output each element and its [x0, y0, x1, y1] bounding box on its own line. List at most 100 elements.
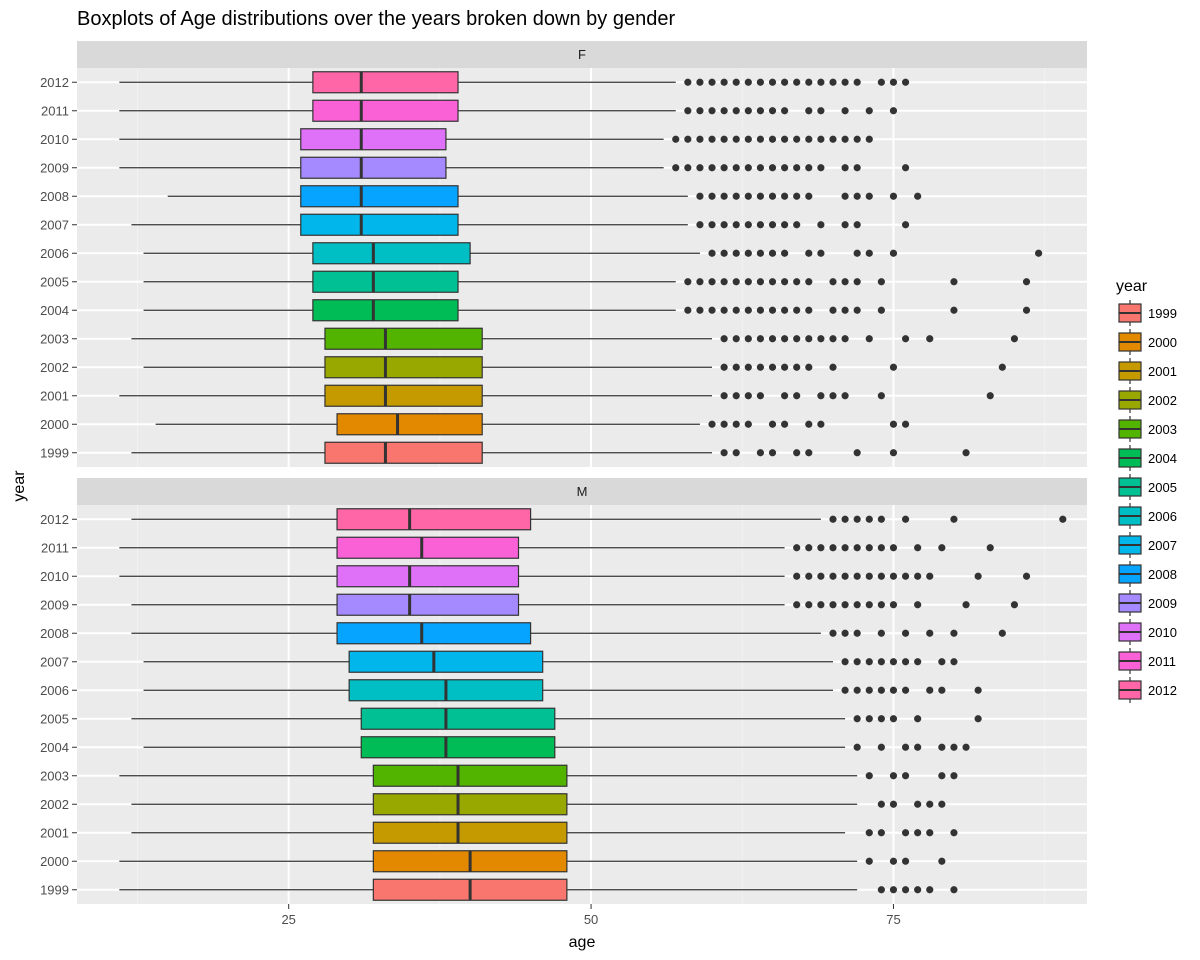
box-iqr — [336, 565, 520, 588]
outlier-point — [853, 601, 861, 609]
outlier-point — [732, 78, 740, 86]
outlier-point — [817, 392, 825, 400]
outlier-point — [901, 886, 910, 894]
outlier-point — [708, 107, 716, 115]
outlier-point — [817, 135, 825, 143]
outlier-point — [732, 249, 740, 257]
outlier-point — [781, 135, 789, 143]
outlier-point — [865, 857, 873, 865]
outlier-point — [877, 686, 885, 694]
legend-item-2012: 2012 — [1118, 677, 1177, 703]
y-tick-label: 2012 — [40, 512, 69, 527]
box-iqr — [312, 242, 471, 265]
y-tick-label: 2003 — [40, 331, 69, 346]
outlier-point — [841, 515, 849, 523]
outlier-point — [805, 164, 813, 172]
outlier-point — [708, 221, 716, 229]
outlier-point — [781, 78, 789, 86]
outlier-point — [744, 363, 752, 371]
outlier-point — [768, 107, 777, 115]
outlier-point — [865, 249, 873, 257]
outlier-point — [853, 135, 861, 143]
outlier-point — [841, 658, 849, 666]
outlier-point — [877, 658, 885, 666]
outlier-point — [962, 743, 970, 751]
outlier-point — [962, 601, 970, 609]
outlier-point — [732, 363, 740, 371]
outlier-point — [708, 306, 716, 314]
outlier-point — [696, 164, 704, 172]
outlier-point — [853, 629, 861, 637]
legend-label: 2010 — [1148, 625, 1177, 640]
outlier-point — [756, 107, 765, 115]
outlier-point — [829, 392, 837, 400]
outlier-point — [865, 829, 873, 837]
legend-item-2000: 2000 — [1118, 329, 1177, 355]
outlier-point — [793, 78, 801, 86]
outlier-point — [1059, 515, 1067, 523]
outlier-point — [914, 715, 922, 723]
outlier-point — [877, 800, 885, 808]
outlier-point — [756, 449, 765, 457]
outlier-point — [817, 221, 825, 229]
box-iqr — [360, 707, 556, 730]
outlier-point — [744, 78, 752, 86]
box-m-2006 — [143, 679, 982, 702]
x-axis-ticks: 25 50 75 — [281, 904, 901, 927]
outlier-point — [950, 772, 958, 780]
outlier-point — [708, 78, 716, 86]
y-tick-label: 2000 — [40, 417, 69, 432]
outlier-point — [732, 420, 740, 428]
y-tick-label: 2002 — [40, 360, 69, 375]
box-f-2001 — [119, 384, 994, 407]
box-m-2000 — [119, 850, 946, 873]
y-tick-label: 2010 — [40, 569, 69, 584]
outlier-point — [732, 192, 740, 200]
outlier-point — [841, 306, 849, 314]
outlier-point — [974, 686, 982, 694]
outlier-point — [708, 135, 716, 143]
legend-label: 2006 — [1148, 509, 1177, 524]
box-m-2011 — [119, 536, 994, 559]
outlier-point — [684, 135, 692, 143]
outlier-point — [841, 335, 849, 343]
outlier-point — [793, 335, 801, 343]
outlier-point — [901, 420, 910, 428]
box-f-2007 — [131, 213, 910, 236]
outlier-point — [877, 515, 885, 523]
outlier-point — [841, 135, 849, 143]
outlier-point — [781, 335, 789, 343]
box-iqr — [336, 593, 520, 616]
outlier-point — [950, 658, 958, 666]
outlier-point — [926, 800, 934, 808]
outlier-point — [865, 601, 873, 609]
outlier-point — [781, 221, 789, 229]
outlier-point — [768, 449, 777, 457]
y-tick-label: 2006 — [40, 246, 69, 261]
outlier-point — [732, 335, 740, 343]
outlier-point — [950, 829, 958, 837]
outlier-point — [829, 78, 837, 86]
outlier-point — [756, 249, 765, 257]
outlier-point — [817, 78, 825, 86]
outlier-point — [684, 164, 692, 172]
outlier-point — [708, 420, 716, 428]
outlier-point — [805, 135, 813, 143]
outlier-point — [805, 78, 813, 86]
outlier-point — [865, 544, 873, 552]
box-iqr — [324, 356, 483, 379]
outlier-point — [805, 544, 813, 552]
outlier-point — [914, 743, 922, 751]
outlier-point — [841, 107, 849, 115]
outlier-point — [696, 278, 704, 286]
outlier-point — [732, 221, 740, 229]
outlier-point — [744, 278, 752, 286]
y-tick-label: 2002 — [40, 797, 69, 812]
outlier-point — [926, 886, 934, 894]
legend-label: 2002 — [1148, 393, 1177, 408]
outlier-point — [889, 192, 898, 200]
legend-item-2004: 2004 — [1118, 445, 1177, 471]
outlier-point — [962, 449, 970, 457]
outlier-point — [768, 335, 777, 343]
outlier-point — [781, 164, 789, 172]
